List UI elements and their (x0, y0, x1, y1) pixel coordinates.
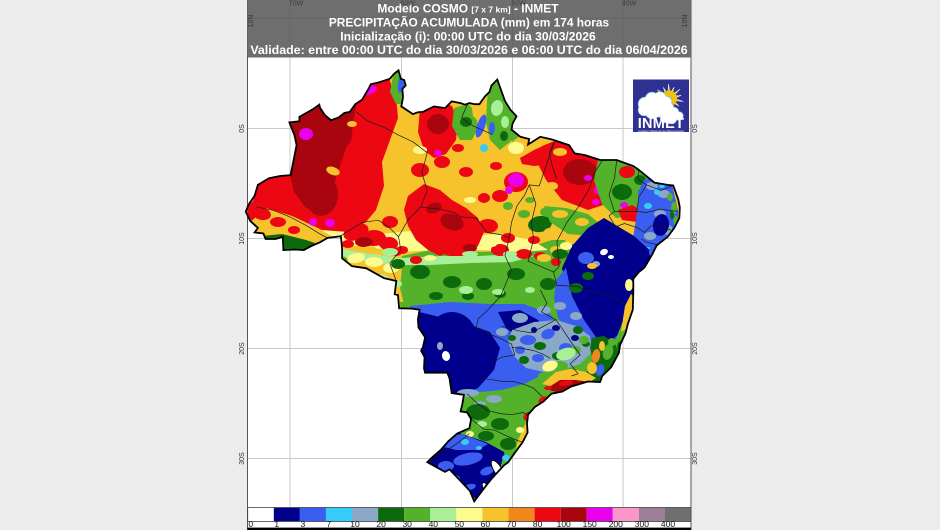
svg-text:20S: 20S (239, 342, 246, 355)
svg-text:10N: 10N (682, 15, 689, 28)
svg-text:7: 7 (327, 519, 332, 529)
svg-text:300: 300 (635, 519, 649, 529)
svg-text:20: 20 (376, 519, 386, 529)
svg-text:20S: 20S (692, 342, 699, 355)
svg-text:30: 30 (402, 519, 412, 529)
svg-text:Instituto Nacional de Meteorol: Instituto Nacional de Meteorologia (638, 129, 684, 133)
svg-text:80: 80 (533, 519, 543, 529)
svg-text:Validade: entre 00:00 UTC do d: Validade: entre 00:00 UTC do dia 30/03/2… (250, 43, 687, 57)
svg-text:10S: 10S (239, 232, 246, 245)
svg-text:3: 3 (301, 519, 306, 529)
svg-text:40: 40 (429, 519, 439, 529)
svg-text:150: 150 (583, 519, 597, 529)
svg-text:1: 1 (274, 519, 279, 529)
svg-text:0S: 0S (239, 124, 246, 133)
svg-text:Modelo COSMO [7 x 7 km] - INME: Modelo COSMO [7 x 7 km] - INMET (377, 2, 559, 16)
svg-text:100: 100 (557, 519, 571, 529)
svg-text:Inicialização (i): 00:00 UTC d: Inicialização (i): 00:00 UTC do dia 30/0… (340, 30, 596, 44)
svg-text:50W: 50W (511, 1, 526, 8)
svg-text:10S: 10S (692, 232, 699, 245)
svg-text:10N: 10N (248, 15, 255, 28)
svg-text:70W: 70W (289, 1, 304, 8)
svg-text:0: 0 (248, 519, 253, 529)
svg-text:INMET: INMET (638, 116, 685, 132)
svg-text:40W: 40W (622, 1, 637, 8)
svg-text:PRECIPITAÇÃO ACUMULADA (mm) em: PRECIPITAÇÃO ACUMULADA (mm) em 174 horas (329, 15, 610, 30)
svg-text:60W: 60W (400, 1, 415, 8)
svg-text:50: 50 (455, 519, 465, 529)
svg-text:70: 70 (507, 519, 517, 529)
svg-text:0S: 0S (692, 124, 699, 133)
svg-text:200: 200 (609, 519, 623, 529)
svg-text:10: 10 (350, 519, 360, 529)
svg-text:30S: 30S (239, 452, 246, 465)
svg-text:60: 60 (481, 519, 491, 529)
svg-text:400: 400 (661, 519, 675, 529)
svg-text:30S: 30S (692, 452, 699, 465)
